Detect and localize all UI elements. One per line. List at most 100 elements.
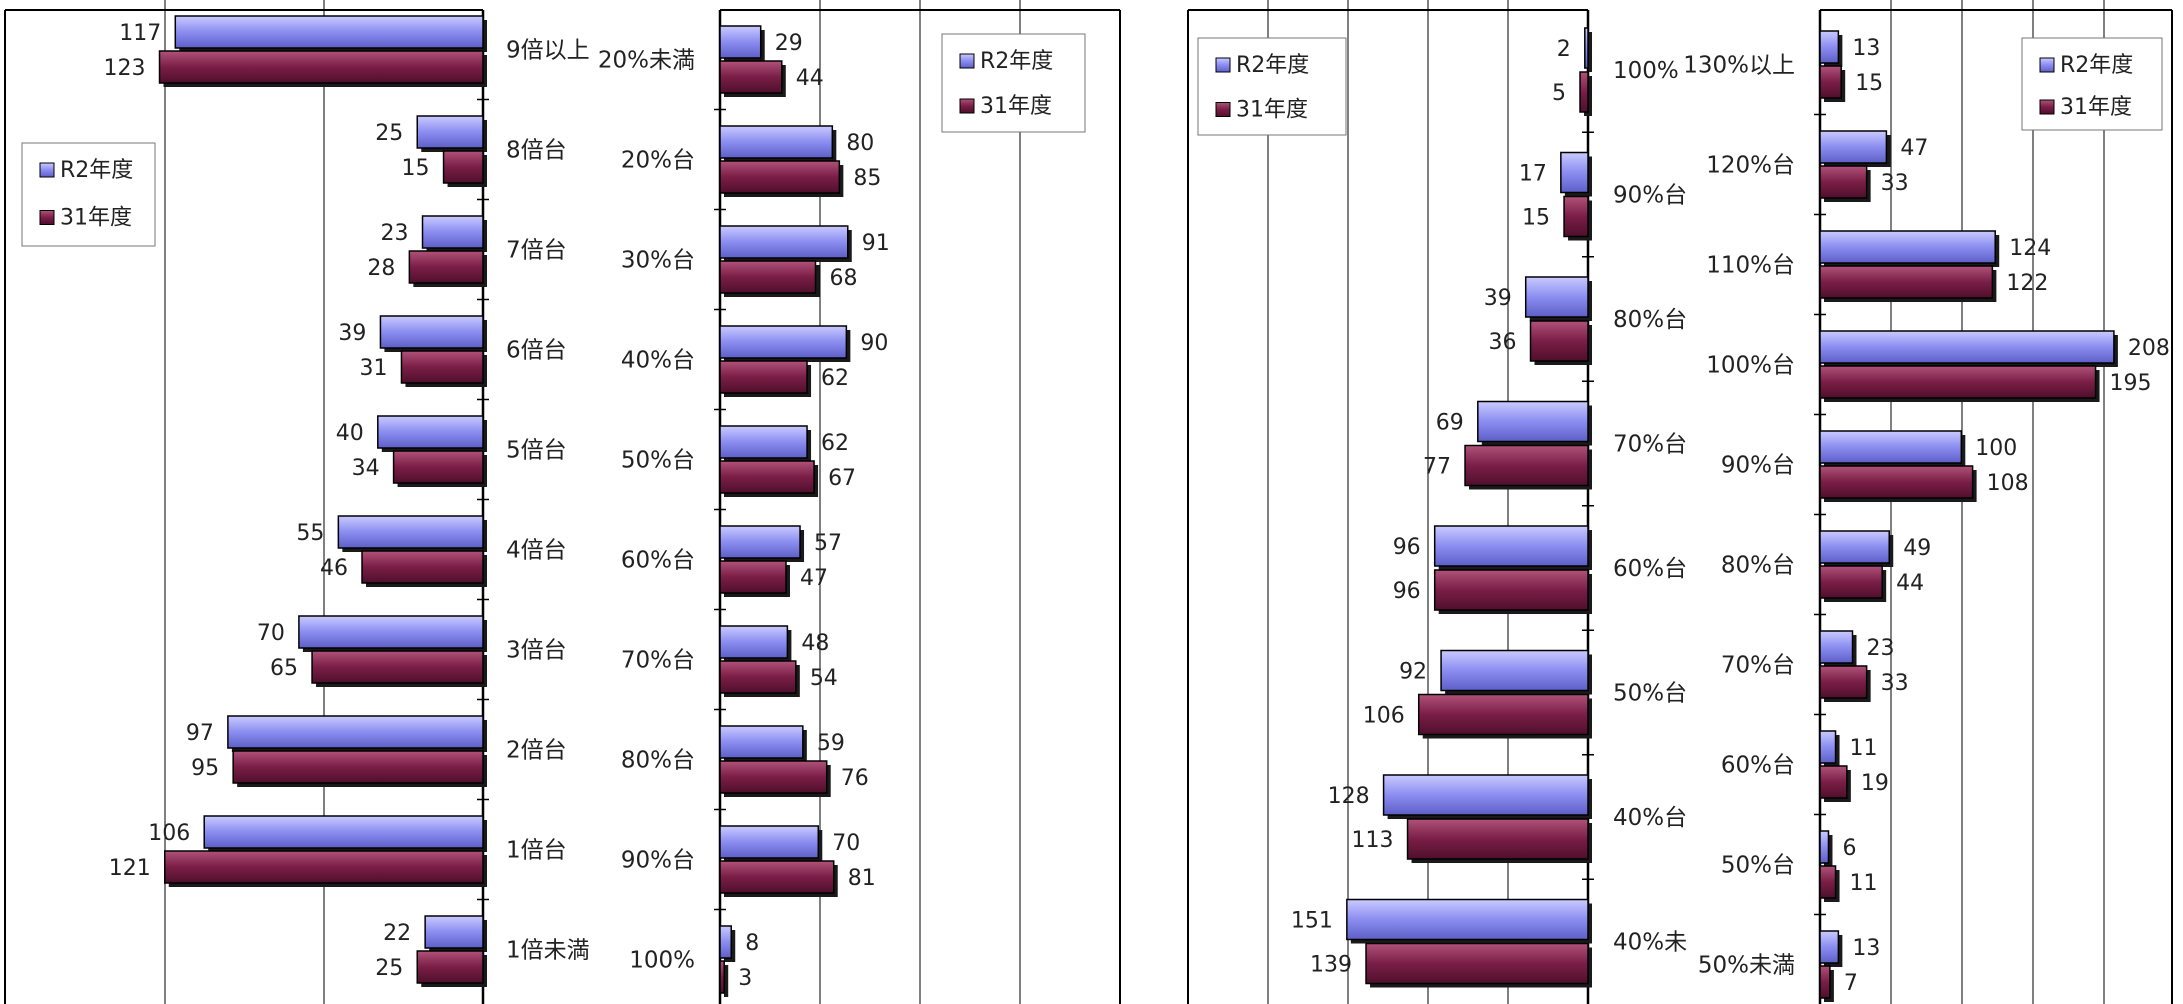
data-label-r2: 97 [186, 721, 214, 746]
data-label-r2: 22 [383, 921, 411, 946]
bar-r2-3 [719, 325, 848, 359]
data-label-y31: 106 [1363, 704, 1405, 729]
category-label: 100% [629, 948, 695, 974]
category-label: 60%台 [1613, 556, 1687, 582]
legend-swatch-y31 [39, 210, 55, 225]
legend-swatch-y31 [2039, 99, 2055, 115]
data-label-y31: 28 [367, 256, 395, 281]
bar-r2-6 [1819, 630, 1854, 664]
category-label: 100% [1613, 58, 1679, 84]
bar-y31-7 [232, 750, 484, 784]
data-label-r2: 39 [338, 321, 366, 346]
bar-r2-3 [379, 315, 484, 349]
legend-box [1197, 37, 1347, 136]
bar-y31-1 [1563, 195, 1589, 238]
category-label: 80%台 [1721, 553, 1795, 579]
bar-r2-0 [719, 25, 762, 59]
data-label-y31: 76 [841, 766, 869, 791]
bar-r2-5 [1819, 530, 1890, 564]
bar-y31-3 [1464, 444, 1589, 487]
data-label-r2: 8 [745, 931, 759, 956]
data-label-y31: 33 [1881, 171, 1909, 196]
bar-y31-6 [1406, 818, 1589, 860]
data-label-y31: 25 [375, 956, 403, 981]
bar-y31-7 [719, 760, 828, 794]
data-label-r2: 47 [1900, 136, 1928, 161]
data-label-r2: 17 [1519, 162, 1547, 187]
bar-y31-3 [1819, 365, 2097, 399]
bar-r2-9 [424, 915, 484, 949]
bar-y31-7 [1365, 942, 1589, 985]
category-label: 20%台 [621, 148, 695, 174]
category-label: 1倍未満 [506, 938, 590, 964]
bar-r2-3 [1819, 330, 2115, 364]
category-label: 7倍台 [506, 238, 567, 264]
data-label-r2: 208 [2128, 336, 2170, 361]
data-label-r2: 96 [1393, 535, 1421, 560]
legend-swatch-y31 [1215, 102, 1231, 117]
legend: R2年度 31年度 [1197, 37, 1347, 136]
legend: R2年度 31年度 [941, 33, 1086, 133]
legend-label-r2: R2年度 [2060, 53, 2133, 78]
data-label-y31: 62 [821, 366, 849, 391]
category-label: 90%台 [1721, 453, 1795, 479]
chart-panel-1: 117 123 9倍以上 25 15 8倍台 23 28 7倍台 39 31 6倍台 40 34 5倍台 55… [4, 0, 590, 1004]
data-label-y31: 113 [1352, 828, 1394, 853]
legend-box [21, 142, 156, 247]
category-label: 3倍台 [506, 638, 567, 664]
category-label: 8倍台 [506, 138, 567, 164]
bar-r2-2 [421, 215, 484, 249]
bar-r2-4 [719, 425, 808, 459]
category-label: 80%台 [621, 748, 695, 774]
category-label: 60%台 [621, 548, 695, 574]
data-label-r2: 70 [257, 621, 285, 646]
bar-y31-9 [416, 950, 484, 984]
data-label-r2: 6 [1842, 836, 1856, 861]
category-label: 60%台 [1721, 753, 1795, 779]
category-label: 90%台 [1613, 183, 1687, 209]
bar-r2-7 [719, 725, 804, 759]
category-label: 30%台 [621, 248, 695, 274]
category-label: 40%未 [1613, 930, 1687, 956]
data-label-y31: 54 [810, 666, 838, 691]
bar-y31-8 [719, 860, 835, 894]
data-label-r2: 23 [381, 221, 409, 246]
bar-r2-5 [337, 515, 484, 549]
category-label: 4倍台 [506, 538, 567, 564]
bar-y31-1 [1819, 165, 1868, 199]
legend-label-y31: 31年度 [1236, 98, 1308, 123]
legend-box [2021, 37, 2163, 131]
bar-y31-6 [1819, 665, 1868, 699]
data-label-y31: 47 [800, 566, 828, 591]
bar-y31-4 [1819, 465, 1974, 499]
data-label-y31: 81 [848, 866, 876, 891]
legend-swatch-y31 [959, 98, 975, 114]
data-label-y31: 122 [2006, 271, 2048, 296]
data-label-r2: 124 [2009, 236, 2051, 261]
bar-r2-6 [298, 615, 484, 649]
data-label-r2: 13 [1852, 936, 1880, 961]
category-label: 2倍台 [506, 738, 567, 764]
bar-r2-9 [719, 925, 732, 959]
bar-y31-2 [1819, 265, 1994, 299]
bar-r2-7 [1346, 898, 1589, 941]
bar-y31-6 [311, 650, 484, 684]
legend-swatch-r2 [959, 53, 975, 69]
bar-y31-5 [1417, 693, 1589, 736]
data-label-y31: 34 [352, 456, 380, 481]
data-label-y31: 15 [402, 156, 430, 181]
data-label-y31: 15 [1855, 71, 1883, 96]
category-label: 50%台 [621, 448, 695, 474]
data-label-r2: 151 [1291, 909, 1333, 934]
bar-r2-3 [1477, 400, 1589, 443]
data-label-r2: 2 [1557, 37, 1571, 62]
data-label-y31: 31 [359, 356, 387, 381]
data-label-y31: 68 [829, 266, 857, 291]
bar-r2-0 [1819, 30, 1840, 64]
bar-shadow [724, 965, 729, 997]
data-label-y31: 95 [191, 756, 219, 781]
legend: R2年度 31年度 [21, 142, 156, 247]
category-label: 110%台 [1706, 253, 1795, 279]
data-label-y31: 85 [853, 166, 881, 191]
